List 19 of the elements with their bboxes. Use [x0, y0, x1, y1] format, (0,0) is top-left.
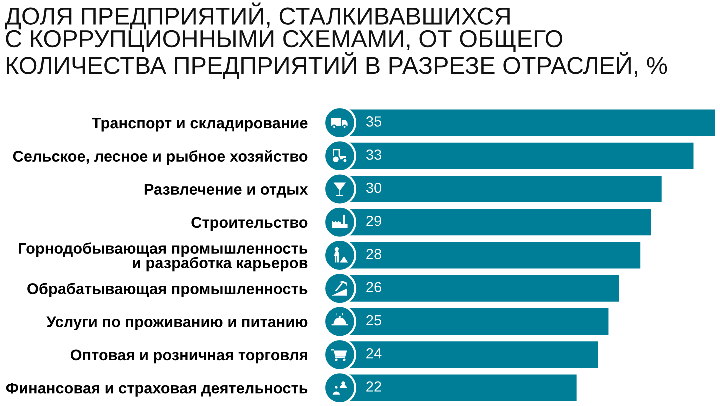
chart-title: ДОЛЯ ПРЕДПРИЯТИЙ, СТАЛКИВАВШИХСЯ С КОРРУПЦИОННЫМИ СХЕМАМИ, ОТ ОБЩЕГО КОЛИЧЕСТВА ПРЕДПРИЯТИЙ В РАЗРЕЗЕ ОТРАСЛЕЙ, % [5, 2, 668, 79]
y-tick-label: Обрабатывающая промышленность [28, 282, 308, 298]
y-tick-label: Оптовая и розничная торговля [70, 350, 308, 364]
data-label: 30 [366, 182, 382, 194]
y-tick-label: Сельское, лесное и рыбное хозяйство [13, 150, 308, 166]
data-label: 22 [366, 382, 382, 392]
data-label: 24 [366, 348, 382, 359]
y-tick-label: Финансовая и страховая деятельность [6, 382, 308, 397]
y-tick-label: Горнодобывающая промышленность и разработка карьеров [19, 242, 308, 272]
y-tick-label: Услуги по проживанию и питанию [46, 316, 308, 331]
data-label: 25 [366, 315, 382, 326]
y-tick-label: Строительство [192, 217, 308, 232]
y-tick-label: Транспорт и складирование [92, 118, 308, 132]
data-label: 33 [366, 150, 382, 160]
data-label: 35 [366, 116, 382, 127]
data-label: 28 [366, 249, 382, 260]
data-label: 26 [366, 282, 382, 293]
data-label: 29 [366, 216, 382, 226]
y-tick-label: Развлечение и отдых [144, 184, 308, 198]
